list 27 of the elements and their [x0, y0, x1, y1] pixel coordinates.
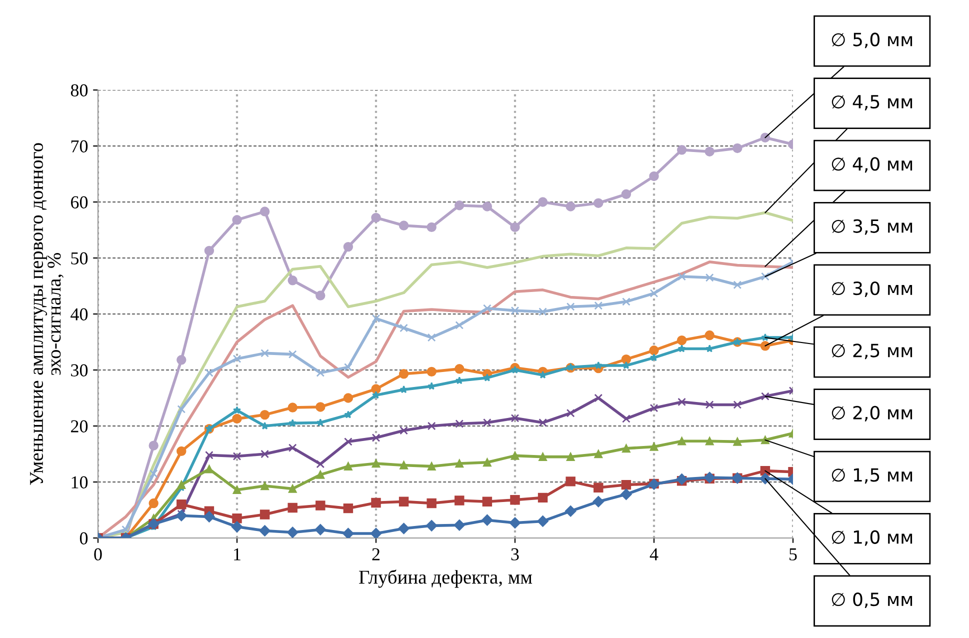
text: ∅ 5,0 мм	[832, 32, 912, 48]
y-tick-label: 50	[71, 252, 88, 264]
y-tick-label: 10	[72, 476, 88, 488]
text: ∅ 2,0 мм	[832, 406, 912, 422]
x-tick-label: 5	[790, 548, 797, 560]
y-axis-title: Уменьшение амплитуды первого донного эхо-сигнала, %	[30, 143, 64, 485]
x-tick-label: 2	[372, 548, 380, 560]
text: ∅ 3,0 мм	[832, 281, 912, 297]
text: ∅ 3,5 мм	[832, 219, 912, 235]
y-tick-label: 30	[71, 364, 88, 376]
x-tick-label: 4	[650, 548, 658, 560]
text: ∅ 4,0 мм	[832, 157, 912, 173]
y-tick-label: 70	[71, 140, 88, 152]
x-axis-title: Глубина дефекта, мм	[359, 570, 532, 588]
y-tick-label: 40	[70, 308, 88, 320]
x-tick-label: 3	[511, 548, 519, 560]
text: ∅ 2,5 мм	[832, 344, 912, 360]
x-tick-label: 0	[94, 548, 102, 560]
text: ∅ 1,0 мм	[832, 530, 912, 546]
y-tick-label: 80	[70, 84, 88, 96]
y-tick-label: 0	[80, 532, 88, 544]
text: ∅ 0,5 мм	[832, 592, 912, 608]
y-tick-label: 60	[71, 196, 88, 208]
y-tick-label: 20	[71, 420, 88, 432]
x-tick-label: 1	[234, 548, 240, 560]
text: ∅ 4,5 мм	[832, 95, 912, 110]
text: ∅ 1,5 мм	[832, 468, 912, 484]
